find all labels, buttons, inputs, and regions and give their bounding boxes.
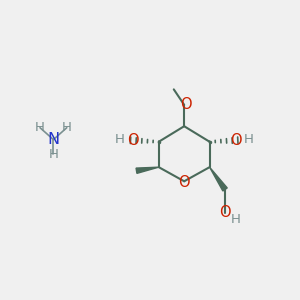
Text: H: H <box>35 121 45 134</box>
Text: O: O <box>219 205 231 220</box>
Text: H: H <box>230 213 240 226</box>
Text: H: H <box>62 121 72 134</box>
Polygon shape <box>136 167 159 173</box>
Text: N: N <box>47 132 59 147</box>
Text: H: H <box>244 134 254 146</box>
Text: O: O <box>178 175 190 190</box>
Text: O: O <box>180 97 191 112</box>
Polygon shape <box>210 167 227 191</box>
Text: H: H <box>114 134 124 146</box>
Text: H: H <box>49 148 58 161</box>
Text: O: O <box>127 133 138 148</box>
Text: O: O <box>230 133 242 148</box>
